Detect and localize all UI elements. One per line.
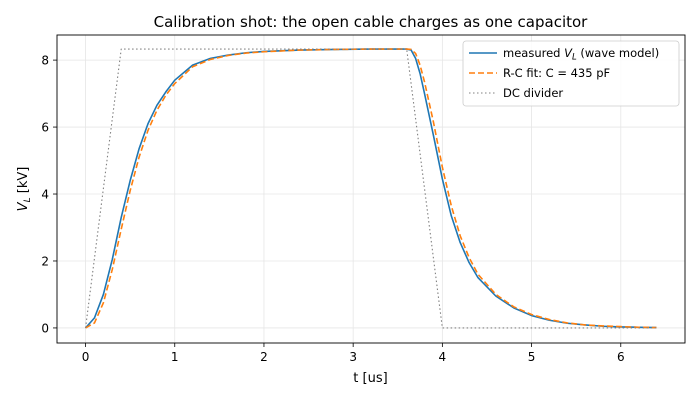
plot-lines (84, 48, 657, 329)
legend: measured VL (wave model) R-C fit: C = 435… (462, 40, 680, 107)
x-tick-label: 4 (439, 350, 447, 364)
series-line-2 (85, 48, 657, 329)
x-tick-label: 6 (617, 350, 625, 364)
legend-label-1: measured VL (wave model) (503, 46, 659, 63)
y-tick-label: 8 (41, 54, 49, 68)
x-tick-label: 5 (528, 350, 536, 364)
x-tick-label: 0 (82, 350, 90, 364)
y-axis-label: VL [kV] (16, 167, 33, 212)
legend-box (462, 40, 680, 107)
y-tick-label: 2 (41, 254, 49, 268)
axes: 0 1 2 3 4 5 6 0 2 4 6 8 (41, 34, 686, 364)
y-tick-label: 6 (41, 121, 49, 135)
x-tick-label: 3 (349, 350, 357, 364)
legend-label-3: DC divider (503, 86, 563, 100)
x-tick-label: 1 (171, 350, 179, 364)
chart-title: Calibration shot: the open cable charges… (154, 13, 589, 31)
legend-label-2: R-C fit: C = 435 pF (503, 66, 610, 80)
x-tick-label: 2 (260, 350, 268, 364)
x-axis-label: t [us] (353, 371, 387, 386)
plot-frame (56, 34, 686, 344)
y-tick-label: 4 (41, 188, 49, 202)
y-tick-label: 0 (41, 321, 49, 335)
grid (57, 35, 685, 343)
